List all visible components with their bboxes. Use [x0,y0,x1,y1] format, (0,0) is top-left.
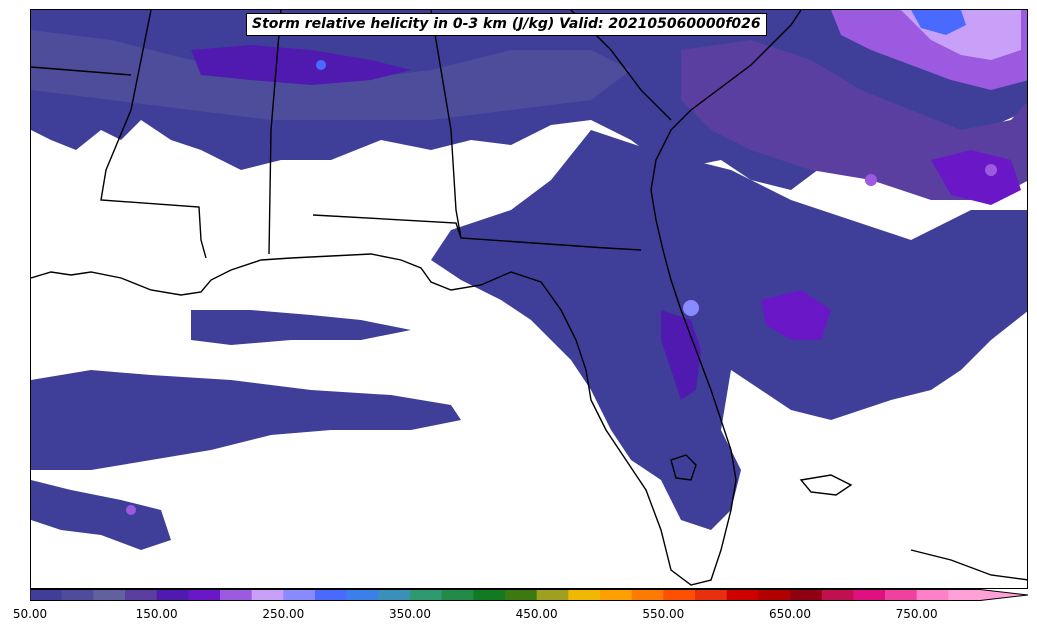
helicity-region-blue-core [911,10,966,35]
lake-okeechobee [670,454,697,481]
map-title: Storm relative helicity in 0-3 km (J/kg)… [246,13,767,36]
colorbar-segment [505,589,538,601]
cuba-coast [910,549,1027,581]
colorbar-segment [93,589,126,601]
colorbar-segment [346,589,379,601]
helicity-region-west-band [31,370,461,470]
state-border-fl-north [312,214,642,251]
helicity-region-coastal-streak [661,310,701,400]
colorbar-segment [125,589,158,601]
colorbar-segment [441,589,474,601]
boundaries [31,10,1027,586]
colorbar-segment [853,589,886,601]
colorbar-segment [726,589,759,601]
helicity-fill [31,10,1027,550]
helicity-region-southeast [431,130,1027,530]
bahamas-island [799,474,853,496]
colorbar-segment [885,589,918,601]
colorbar-segment [251,589,284,601]
colorbar-segment [790,589,823,601]
colorbar-tick-label: 150.00 [135,607,178,621]
colorbar-segment [410,589,443,601]
coastline-gulf [31,10,802,586]
state-border-la-ms [100,10,207,259]
colorbar-segment [156,589,189,601]
colorbar-extend-triangle [980,589,1028,601]
colorbar-segment [30,589,63,601]
map-panel [30,9,1028,589]
helicity-region-east-cluster-2 [931,150,1021,205]
colorbar-segment [695,589,728,601]
colorbar-segment [758,589,791,601]
colorbar-segment [916,589,949,601]
helicity-region-southwest [31,480,171,550]
colorbar-segment [220,589,253,601]
state-border-ar-la [31,66,132,76]
helicity-region-top-band [191,45,411,85]
helicity-region-northwest-mid [31,30,631,120]
colorbar-tick-label: 650.00 [769,607,811,621]
colorbar-segment [631,589,664,601]
colorbar-segment [536,589,569,601]
colorbar-segment [821,589,854,601]
colorbar-segment [378,589,411,601]
colorbar-tick-label: 50.00 [12,607,48,621]
helicity-cell-5 [316,60,326,70]
colorbar-tick-label: 450.00 [515,607,558,621]
colorbar-segment [61,589,94,601]
colorbar-tick-label: 550.00 [642,607,685,621]
state-border-al-ga [430,10,462,239]
colorbar-segment [188,589,221,601]
colorbar-outline [30,589,1029,601]
helicity-cell-1 [683,300,699,316]
state-border-ms-al [268,10,282,255]
colorbar [30,589,1029,601]
colorbar-segment [948,589,981,601]
helicity-cell-4 [126,505,136,515]
colorbar-tick-label: 350.00 [389,607,431,621]
helicity-cell-2 [865,174,877,186]
helicity-map [31,10,1027,586]
helicity-region-east-cluster [761,290,831,340]
colorbar-tick-label: 250.00 [262,607,305,621]
colorbar-segment [663,589,696,601]
colorbar-segment [600,589,633,601]
colorbar-tick-label: 750.00 [895,607,938,621]
helicity-cell-3 [985,164,997,176]
helicity-region-gulf-strip [191,310,411,345]
colorbar-segment [315,589,348,601]
colorbar-segment [568,589,601,601]
colorbar-segment [473,589,506,601]
colorbar-segment [283,589,316,601]
